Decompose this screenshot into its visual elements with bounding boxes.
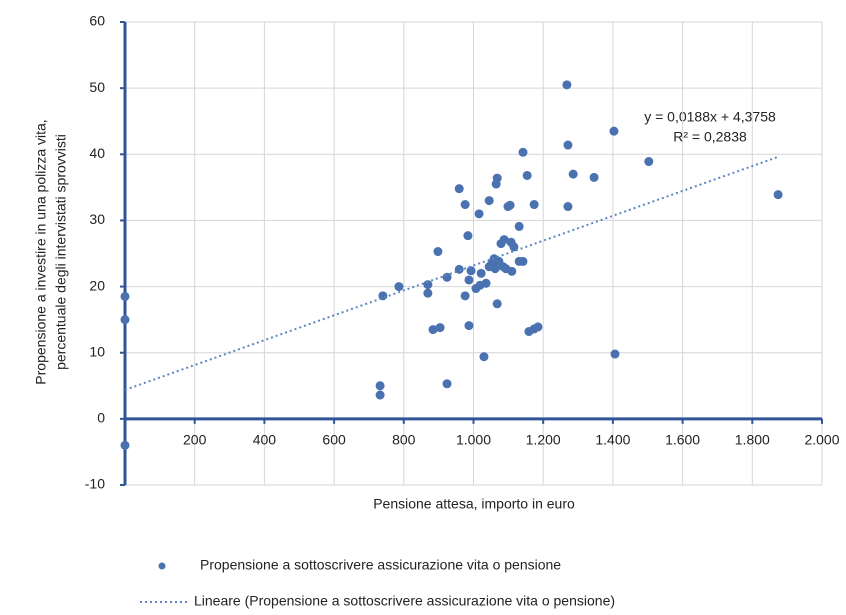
point — [474, 209, 484, 219]
point — [375, 390, 385, 400]
point — [120, 315, 130, 325]
x-tick-label: 400 — [253, 432, 277, 448]
point — [529, 200, 539, 210]
x-tick-label: 1.800 — [735, 432, 770, 448]
legend-label: Propensione a sottoscrivere assicurazion… — [200, 557, 561, 573]
point — [563, 202, 573, 212]
point — [522, 170, 532, 180]
x-tick-label: 800 — [392, 432, 416, 448]
legend-label: Lineare (Propensione a sottoscrivere ass… — [194, 593, 615, 609]
point — [492, 299, 502, 309]
point — [120, 291, 130, 301]
point — [433, 247, 443, 257]
x-tick-label: 1.000 — [456, 432, 491, 448]
point — [428, 325, 438, 335]
x-tick-label: 1.400 — [595, 432, 630, 448]
trend-line — [124, 155, 779, 391]
y-tick-label: 60 — [89, 13, 105, 29]
point — [609, 126, 619, 136]
point — [499, 235, 509, 245]
point — [435, 323, 445, 333]
y-tick-label: 10 — [89, 343, 105, 359]
point — [442, 272, 452, 282]
point — [394, 282, 404, 292]
point — [460, 200, 470, 210]
legend-marker — [158, 562, 166, 570]
point — [505, 200, 515, 210]
point — [423, 280, 433, 290]
y-tick-label: 50 — [89, 79, 105, 95]
x-tick-label: 1.200 — [526, 432, 561, 448]
point — [423, 288, 433, 298]
point — [514, 221, 524, 231]
point — [375, 381, 385, 391]
point — [518, 147, 528, 157]
point — [484, 196, 494, 206]
point — [476, 268, 486, 278]
point — [509, 242, 519, 252]
y-tick-label: 40 — [89, 145, 105, 161]
point — [464, 275, 474, 285]
point — [562, 80, 572, 90]
point — [454, 264, 464, 274]
point — [610, 349, 620, 359]
point — [589, 172, 599, 182]
y-axis-label: percentuale degli intervistati sprovvist… — [53, 134, 69, 370]
point — [533, 322, 543, 332]
x-tick-label: 600 — [322, 432, 346, 448]
point — [454, 184, 464, 194]
point — [773, 190, 783, 200]
equation: y = 0,0188x + 4,3758 — [644, 109, 776, 125]
y-tick-label: 0 — [97, 410, 105, 426]
point — [518, 256, 528, 266]
point — [466, 266, 476, 276]
point — [644, 157, 654, 167]
r-squared: R² = 0,2838 — [673, 129, 747, 145]
point — [120, 440, 130, 450]
x-axis-label: Pensione attesa, importo in euro — [373, 496, 575, 512]
point — [481, 278, 491, 288]
x-tick-label: 1.600 — [665, 432, 700, 448]
point — [479, 352, 489, 362]
point — [442, 379, 452, 389]
point — [568, 169, 578, 179]
y-tick-label: 20 — [89, 277, 105, 293]
y-tick-label: -10 — [85, 476, 105, 492]
point — [563, 140, 573, 150]
point — [507, 266, 517, 276]
x-tick-label: 2.000 — [804, 432, 839, 448]
point — [463, 231, 473, 241]
point — [460, 291, 470, 301]
y-tick-label: 30 — [89, 211, 105, 227]
y-axis-label: Propensione a investire in una polizza v… — [33, 119, 49, 384]
x-tick-label: 200 — [183, 432, 207, 448]
point — [490, 264, 500, 274]
point — [492, 173, 502, 183]
point — [464, 321, 474, 331]
